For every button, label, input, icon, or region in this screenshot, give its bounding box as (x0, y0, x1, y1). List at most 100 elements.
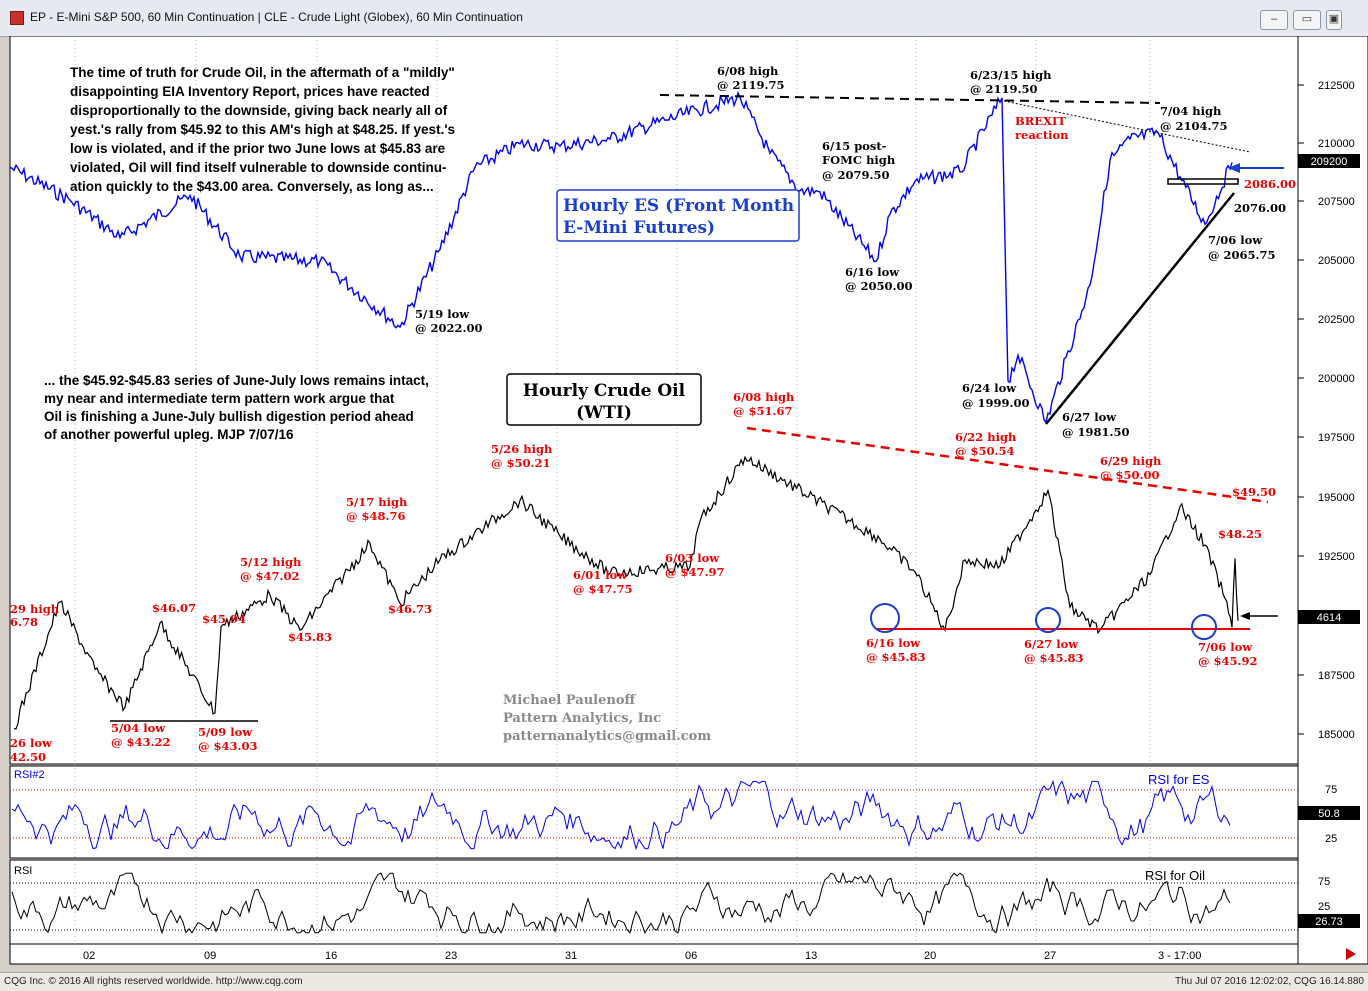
maximize-button[interactable]: ▣ (1326, 10, 1342, 30)
es-last-value: 209200 (1311, 156, 1348, 168)
x-tick-label: 27 (1044, 950, 1056, 962)
price-tick-label: 212500 (1318, 80, 1355, 92)
svg-text:6/29 high: 6/29 high (1100, 454, 1162, 468)
svg-text:Oil is finishing a June-July b: Oil is finishing a June-July bullish dig… (44, 409, 414, 424)
svg-text:6/22 high: 6/22 high (955, 430, 1017, 444)
svg-text:@ $51.67: @ $51.67 (733, 404, 793, 418)
rsi-oil-panel[interactable] (9, 859, 1299, 945)
x-tick-label: 3 - 17:00 (1158, 950, 1201, 962)
svg-text:42.50: 42.50 (10, 750, 46, 764)
price-tick-label: 210000 (1318, 138, 1355, 150)
svg-text:5/17 high: 5/17 high (346, 495, 408, 509)
svg-text:@ 2065.75: @ 2065.75 (1208, 248, 1276, 262)
svg-text:6/16 low: 6/16 low (845, 265, 900, 279)
rsi-oil-label: RSI (14, 865, 32, 877)
svg-text:$45.83: $45.83 (288, 630, 332, 644)
price-axis-ticks: 212500 210000 207500 205000 202500 200000 1975… (1298, 80, 1355, 741)
svg-text:BREXIT: BREXIT (1015, 114, 1066, 128)
rsi-oil-last-value: 26.73 (1315, 916, 1343, 928)
svg-text:The time of truth for Crude Oi: The time of truth for Crude Oil, in the … (70, 65, 455, 80)
status-bar: CQG Inc. © 2016 All rights reserved worl… (0, 972, 1368, 991)
price-tick-label: 192500 (1318, 551, 1355, 563)
commentary-bottom: ... the $45.92-$45.83 series of June-Jul… (44, 373, 429, 442)
svg-text:Pattern Analytics, Inc: Pattern Analytics, Inc (503, 711, 661, 726)
svg-text:@ $43.03: @ $43.03 (198, 739, 258, 753)
svg-text:of another powerful upleg. MJP: of another powerful upleg. MJP 7/07/16 (44, 427, 294, 442)
svg-text:6/27 low: 6/27 low (1024, 637, 1079, 651)
x-tick-label: 02 (83, 950, 95, 962)
svg-text:@ $47.97: @ $47.97 (665, 565, 725, 579)
svg-text:@ 2079.50: @ 2079.50 (822, 168, 890, 182)
x-tick-label: 20 (924, 950, 936, 962)
svg-text:@ $45.83: @ $45.83 (1024, 651, 1084, 665)
x-tick-label: 23 (445, 950, 457, 962)
es-gap-box (1167, 178, 1239, 185)
price-tick-label: 205000 (1318, 255, 1355, 267)
svg-text:7/06 low: 7/06 low (1208, 233, 1263, 247)
rsi-oil-75-tick: 75 (1318, 876, 1330, 888)
window-title: EP - E-Mini S&P 500, 60 Min Continuation… (30, 10, 523, 24)
svg-text:low is violated, and if the pr: low is violated, and if the prior two Ju… (70, 141, 446, 156)
minimize-button[interactable]: – (1260, 10, 1288, 30)
rsi-oil-25-tick: 25 (1318, 901, 1330, 913)
es-resistance-dashed-line (659, 94, 1161, 104)
price-tick-label: 195000 (1318, 492, 1355, 504)
svg-text:Hourly Crude Oil: Hourly Crude Oil (523, 381, 686, 401)
signature: Michael Paulenoff Pattern Analytics, Inc… (503, 693, 711, 744)
svg-text:5/04 low: 5/04 low (111, 721, 166, 735)
es-annotations: 6/08 high@ 2119.75 6/23/15 high@ 2119.50… (415, 64, 1296, 439)
app-icon (10, 11, 24, 25)
x-tick-label: 09 (204, 950, 216, 962)
svg-text:@ $48.76: @ $48.76 (346, 509, 406, 523)
scroll-right-icon[interactable] (1346, 948, 1356, 960)
price-tick-label: 185000 (1318, 729, 1355, 741)
chart-canvas[interactable]: 212500 210000 207500 205000 202500 200000 1975… (0, 36, 1368, 972)
svg-text:6/08 high: 6/08 high (717, 64, 779, 78)
rsi-es-panel[interactable] (9, 765, 1299, 859)
svg-text:@ 2050.00: @ 2050.00 (845, 279, 913, 293)
svg-text:patternanalytics@gmail.com: patternanalytics@gmail.com (503, 729, 711, 744)
svg-text:$46.07: $46.07 (152, 601, 196, 615)
rsi-es-last-value: 50.8 (1318, 808, 1339, 820)
svg-text:... the $45.92-$45.83 series o: ... the $45.92-$45.83 series of June-Jul… (44, 373, 429, 388)
svg-text:@ 2104.75: @ 2104.75 (1160, 119, 1228, 133)
x-tick-label: 13 (805, 950, 817, 962)
svg-text:@ 2022.00: @ 2022.00 (415, 321, 483, 335)
vertical-gridlines (74, 36, 1151, 944)
x-tick-label: 06 (685, 950, 697, 962)
svg-text:ation quickly to the $43.00 ar: ation quickly to the $43.00 area. Conver… (70, 179, 434, 194)
time-axis-labels: 02 09 16 23 31 06 13 20 27 3 - 17:00 (83, 950, 1201, 962)
svg-text:7/06 low: 7/06 low (1198, 640, 1253, 654)
copyright-text: CQG Inc. © 2016 All rights reserved worl… (4, 976, 303, 987)
oil-low-circle-706 (1191, 614, 1217, 640)
svg-text:$46.73: $46.73 (388, 602, 432, 616)
es-last-arrow (1228, 163, 1284, 173)
svg-text:6.78: 6.78 (10, 615, 38, 629)
svg-text:2086.00: 2086.00 (1244, 177, 1296, 191)
svg-text:@ $43.22: @ $43.22 (111, 735, 171, 749)
rsi-es-label: RSI#2 (14, 769, 45, 781)
oil-last-flag (1298, 610, 1360, 624)
svg-text:@ $47.02: @ $47.02 (240, 569, 300, 583)
window-titlebar: EP - E-Mini S&P 500, 60 Min Continuation… (0, 0, 1368, 37)
restore-button[interactable]: ▭ (1293, 10, 1321, 30)
svg-text:6/27 low: 6/27 low (1062, 410, 1117, 424)
oil-price-line (13, 455, 1239, 730)
es-title-box: Hourly ES (Front Month E-Mini Futures) (556, 189, 800, 242)
rsi-oil-line (11, 871, 1231, 935)
svg-text:6/08 high: 6/08 high (733, 390, 795, 404)
svg-text:@ $50.00: @ $50.00 (1100, 468, 1160, 482)
rsi-es-series-label: RSI for ES (1148, 772, 1210, 787)
svg-text:@ $50.21: @ $50.21 (491, 456, 551, 470)
timestamp-text: Thu Jul 07 2016 12:02:02, CQG 16.14.880 (1174, 976, 1364, 987)
svg-text:yest.'s rally from $45.92 to t: yest.'s rally from $45.92 to this AM's h… (70, 122, 455, 137)
svg-text:violated, Oil will find itself: violated, Oil will find itself vulnerabl… (70, 160, 447, 175)
svg-text:@ $47.75: @ $47.75 (573, 582, 633, 596)
svg-text:5/19 low: 5/19 low (415, 307, 470, 321)
svg-text:E-Mini Futures): E-Mini Futures) (563, 218, 715, 238)
commentary-top: The time of truth for Crude Oil, in the … (70, 65, 455, 194)
svg-text:5/26 high: 5/26 high (491, 442, 553, 456)
rsi-oil-last-flag (1298, 914, 1360, 928)
oil-last-value: 4614 (1317, 612, 1341, 624)
svg-text:reaction: reaction (1015, 128, 1069, 142)
